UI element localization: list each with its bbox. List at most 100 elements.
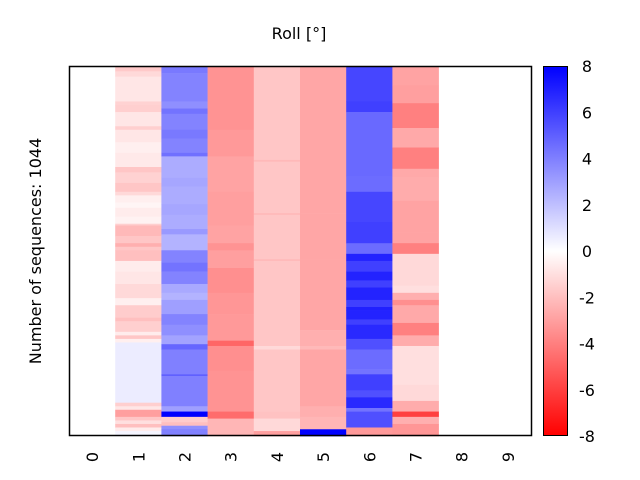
heatmap-cell: [115, 409, 162, 418]
heatmap-cell: [115, 246, 162, 251]
heatmap-cell: [115, 172, 162, 184]
colorbar-tick-label: -4: [579, 335, 595, 354]
colorbar-tick-label: 8: [582, 57, 592, 76]
heatmap-cell: [392, 200, 439, 233]
heatmap-cell: [392, 363, 439, 386]
heatmap-cell: [161, 349, 208, 375]
heatmap-cell: [346, 260, 393, 272]
heatmap-cell: [253, 418, 301, 432]
x-tick-label: 6: [360, 452, 379, 462]
heatmap-cell: [115, 152, 162, 168]
heatmap-cell: [161, 229, 208, 235]
heatmap-cell: [253, 213, 301, 216]
heatmap-cell: [392, 345, 439, 364]
heatmap-cell: [115, 283, 162, 299]
heatmap-cell: [161, 406, 208, 412]
heatmap-cell: [300, 113, 347, 161]
heatmap-cell: [161, 411, 208, 418]
heatmap-cell: [346, 221, 393, 244]
heatmap-cell: [207, 66, 255, 131]
heatmap-cell: [161, 374, 208, 377]
heatmap-cell: [161, 250, 208, 263]
heatmap-cell: [346, 253, 393, 262]
heatmap-cell: [161, 113, 208, 131]
heatmap-cell: [300, 406, 347, 418]
heatmap-cell: [207, 225, 255, 244]
heatmap-cell: [115, 76, 162, 102]
heatmap-cell: [253, 159, 301, 162]
heatmap-cell: [346, 191, 393, 223]
heatmap-cell: [300, 349, 347, 407]
heatmap-cell: [161, 425, 208, 430]
heatmap-cell: [207, 268, 255, 294]
heatmap-cell: [392, 85, 439, 104]
heatmap-cell: [161, 204, 208, 216]
heatmap-cell: [115, 335, 162, 340]
heatmap-cell: [392, 400, 439, 412]
x-tick-label: 3: [222, 452, 241, 462]
x-tick-labels: 0 1 2 3 4 5 6 7 8 9: [83, 452, 518, 462]
heatmap-cell: [115, 260, 162, 272]
heatmap-cell: [253, 66, 301, 161]
heatmap-cell: [115, 423, 162, 428]
heatmap-cell: [392, 335, 439, 347]
colorbar-tick-label: 6: [582, 103, 592, 122]
heatmap-cell: [161, 214, 208, 230]
heatmap-cell: [161, 376, 208, 407]
heatmap-cell: [115, 216, 162, 225]
heatmap-cell: [207, 418, 255, 437]
heatmap-cell: [346, 243, 393, 255]
x-tick-label: 5: [314, 452, 333, 462]
heatmap-cell: [253, 411, 301, 419]
y-axis-label: Number of sequences: 1044: [26, 138, 45, 365]
heatmap-cell: [392, 292, 439, 301]
heatmap-cell: [161, 429, 208, 437]
heatmap-cell: [161, 344, 208, 350]
heatmap-cell: [115, 420, 162, 425]
heatmap-cell: [392, 384, 439, 402]
heatmap-cell: [115, 406, 162, 411]
heatmap-cell: [392, 168, 439, 178]
colorbar-tick-label: -8: [579, 427, 595, 446]
heatmap-cell: [346, 310, 393, 320]
heatmap-cell: [161, 416, 208, 423]
heatmap-cell: [253, 349, 301, 412]
heatmap-cell: [207, 340, 255, 347]
heatmap-cell: [115, 321, 162, 333]
heatmap-cell: [346, 408, 393, 412]
heatmap-cell: [207, 156, 255, 193]
heatmap-cell: [115, 191, 162, 196]
heatmap-cell: [346, 427, 393, 437]
heatmap-cell: [346, 374, 393, 391]
heatmap-cell: [115, 202, 162, 209]
heatmap-cell: [392, 243, 439, 255]
heatmap-cell: [115, 223, 162, 226]
heatmap-cell: [207, 314, 255, 341]
heatmap-cell: [207, 411, 255, 419]
heatmap-cell: [300, 159, 347, 214]
heatmap-cell: [115, 126, 162, 131]
heatmap-cell: [300, 345, 347, 350]
heatmap-cell: [392, 177, 439, 201]
heatmap-cell: [346, 390, 393, 398]
heatmap-cell: [253, 345, 301, 350]
heatmap-cell: [161, 152, 208, 157]
x-tick-label: 4: [268, 452, 287, 462]
heatmap-cell: [392, 299, 439, 306]
heatmap-cell: [115, 416, 162, 421]
heatmap-cell: [346, 112, 393, 177]
heatmap-cell: [115, 271, 162, 285]
colorbar-tick-label: -6: [579, 381, 595, 400]
heatmap-cell: [346, 338, 393, 350]
heatmap-cell: [115, 342, 162, 403]
heatmap-cell: [115, 207, 162, 217]
heatmap-cell: [253, 214, 301, 260]
heatmap-cell: [346, 101, 393, 113]
heatmap-cell: [346, 324, 393, 340]
heatmap-cell: [161, 299, 208, 315]
heatmap-cell: [253, 259, 301, 262]
heatmap-cell: [392, 322, 439, 336]
x-tick-label: 0: [83, 452, 102, 462]
heatmap-cells: [115, 66, 439, 437]
